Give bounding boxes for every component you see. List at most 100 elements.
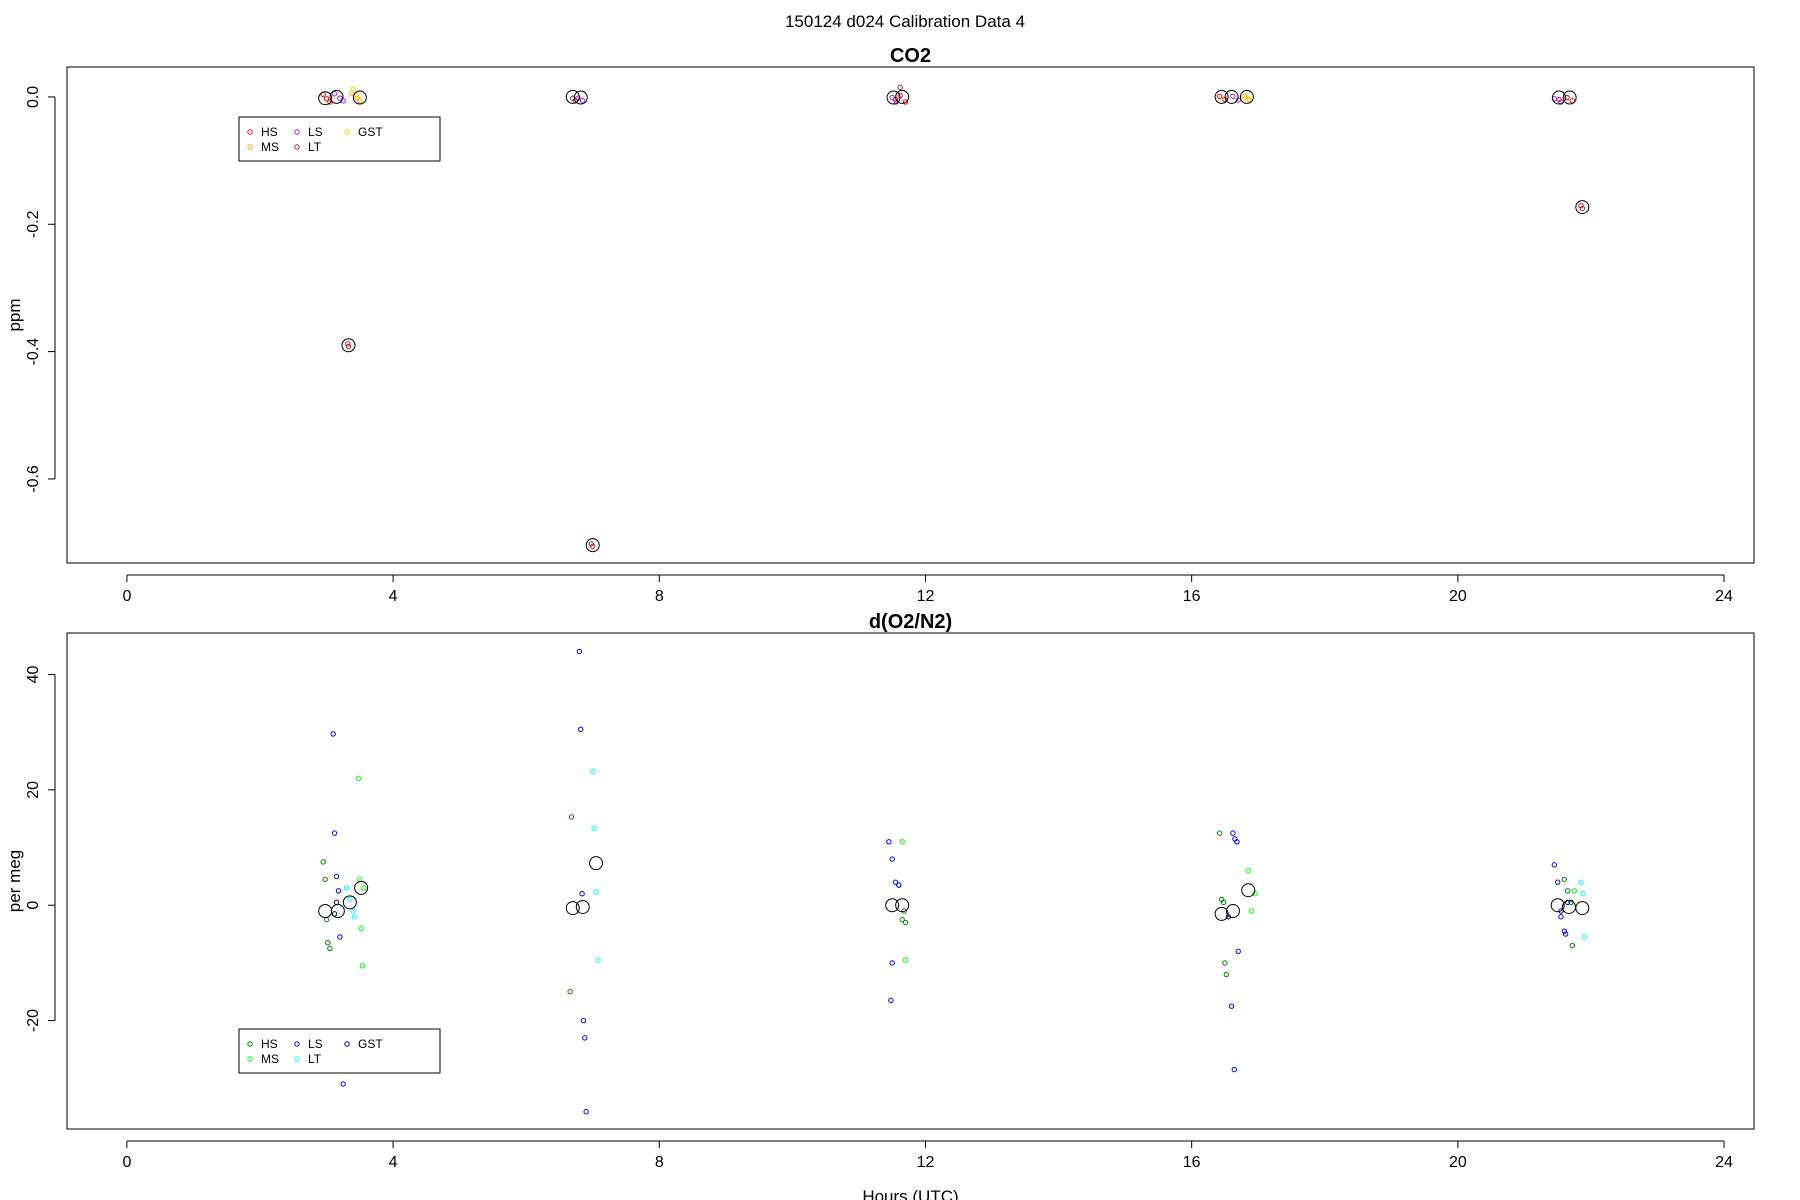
co2-y-tick-label: -0.6 <box>25 465 42 493</box>
co2-legend-marker-ms <box>247 144 253 150</box>
o2n2-mean-marker <box>354 880 369 895</box>
o2n2-point-ms <box>1245 867 1251 874</box>
co2-point-gst <box>1243 95 1249 101</box>
o2n2-y-tick-label: 20 <box>25 781 42 799</box>
o2n2-legend-marker-gst <box>344 1041 350 1047</box>
co2-x-tick-label: 8 <box>655 588 664 605</box>
co2-point-hs <box>323 96 330 102</box>
co2-point-lt <box>897 84 903 91</box>
o2n2-x-tick-label: 0 <box>122 1154 131 1171</box>
co2-point-gst <box>350 86 356 92</box>
o2n2-point-ls <box>335 888 342 894</box>
co2-x-tick-label: 20 <box>1449 588 1467 605</box>
o2n2-point-ls <box>576 648 583 655</box>
o2n2-point-hs <box>1220 899 1227 906</box>
co2-chart-title: CO2 <box>890 45 931 67</box>
o2n2-point-ms <box>361 885 367 891</box>
co2-point-gst <box>353 92 360 99</box>
co2-point-hs <box>902 99 909 105</box>
o2n2-point-ls <box>579 890 585 897</box>
o2n2-point-ms <box>358 925 364 931</box>
o2n2-point-lt <box>350 908 356 914</box>
co2-mean-marker <box>1552 90 1567 105</box>
o2n2-point-ls <box>1562 931 1569 937</box>
co2-point-ls <box>331 91 338 97</box>
co2-y-axis-label: ppm <box>5 298 24 331</box>
co2-mean-marker <box>341 338 356 353</box>
o2n2-point-ls <box>330 731 336 737</box>
co2-mean-marker <box>895 89 910 104</box>
co2-y-tick-label: 0.0 <box>25 86 42 108</box>
co2-mean-marker <box>573 90 588 105</box>
o2n2-point-ls <box>1234 839 1240 845</box>
co2-legend-marker-lt <box>294 144 300 150</box>
o2n2-point-ls <box>1551 862 1558 868</box>
o2n2-point-ls <box>889 960 895 966</box>
o2n2-point-hs <box>1216 830 1223 836</box>
co2-mean-marker <box>1214 89 1229 104</box>
o2n2-point-hs <box>1569 942 1576 949</box>
o2n2-point-ls <box>583 1108 589 1115</box>
co2-mean-marker <box>318 91 333 106</box>
o2n2-x-tick-label: 8 <box>655 1154 664 1171</box>
co2-point-ms <box>357 98 363 104</box>
o2n2-point-ls <box>1561 928 1568 934</box>
o2n2-series-hs <box>320 814 1576 995</box>
o2n2-means <box>318 856 1590 921</box>
o2n2-point-hs <box>568 814 575 820</box>
o2n2-point-lt <box>351 914 358 920</box>
o2n2-point-ls <box>578 726 584 733</box>
o2n2-point-hs <box>327 945 333 952</box>
o2n2-point-ms <box>1571 888 1578 894</box>
o2n2-point-hs <box>567 989 573 995</box>
co2-y-tick-label: -0.2 <box>25 210 42 238</box>
o2n2-point-lt <box>590 768 596 775</box>
co2-x-tick-label: 0 <box>122 588 131 605</box>
co2-mean-marker <box>352 90 367 105</box>
co2-legend-marker-hs <box>247 129 253 135</box>
o2n2-point-lt <box>343 885 350 891</box>
o2n2-point-ls <box>331 830 338 836</box>
o2n2-x-tick-label: 16 <box>1183 1154 1201 1171</box>
o2n2-point-ls <box>582 1035 588 1041</box>
co2-series-hs <box>320 91 1576 105</box>
co2-mean-marker <box>1224 89 1239 104</box>
co2-x-tick-label: 4 <box>389 588 398 605</box>
o2n2-point-hs <box>325 940 331 946</box>
o2n2-y-tick-label: 0 <box>25 901 42 910</box>
o2n2-point-hs <box>1561 876 1568 882</box>
co2-point-ls <box>337 95 343 101</box>
o2n2-point-lt <box>347 896 353 903</box>
co2-legend-label-gst: GST <box>358 125 383 139</box>
co2-point-hs <box>1564 94 1570 101</box>
o2n2-mean-marker <box>1575 901 1590 916</box>
o2n2-legend-marker-ls <box>294 1041 300 1047</box>
o2n2-point-ls <box>1231 1066 1237 1073</box>
co2-legend-label-ms: MS <box>261 140 279 154</box>
o2n2-legend-label-hs: HS <box>261 1037 278 1051</box>
o2n2-mean-marker <box>1225 903 1240 918</box>
o2n2-point-ls <box>1554 879 1561 885</box>
co2-point-lt <box>345 343 352 350</box>
o2n2-point-ms <box>902 957 909 963</box>
o2n2-panel: d(O2/N2) 0 4 8 12 16 20 24 Hours (UTC) 40 20 0 -20 pe… <box>5 611 1755 1200</box>
o2n2-point-ms <box>899 839 905 845</box>
o2n2-mean-marker <box>895 898 910 913</box>
o2n2-point-ms <box>1248 908 1255 914</box>
o2n2-point-hs <box>320 859 326 865</box>
o2n2-point-ls <box>340 1081 346 1087</box>
co2-x-tick-label: 12 <box>917 588 935 605</box>
co2-x-tick-label: 16 <box>1183 588 1201 605</box>
o2n2-x-tick-label: 12 <box>917 1154 935 1171</box>
o2n2-point-lt <box>593 889 599 895</box>
o2n2-legend-marker-lt <box>294 1056 300 1062</box>
o2n2-x-axis-label: Hours (UTC) <box>862 1187 958 1200</box>
co2-point-ls <box>580 98 586 104</box>
co2-point-lt <box>1579 205 1586 212</box>
o2n2-series-lt <box>343 768 1588 963</box>
o2n2-point-hs <box>1564 888 1571 894</box>
